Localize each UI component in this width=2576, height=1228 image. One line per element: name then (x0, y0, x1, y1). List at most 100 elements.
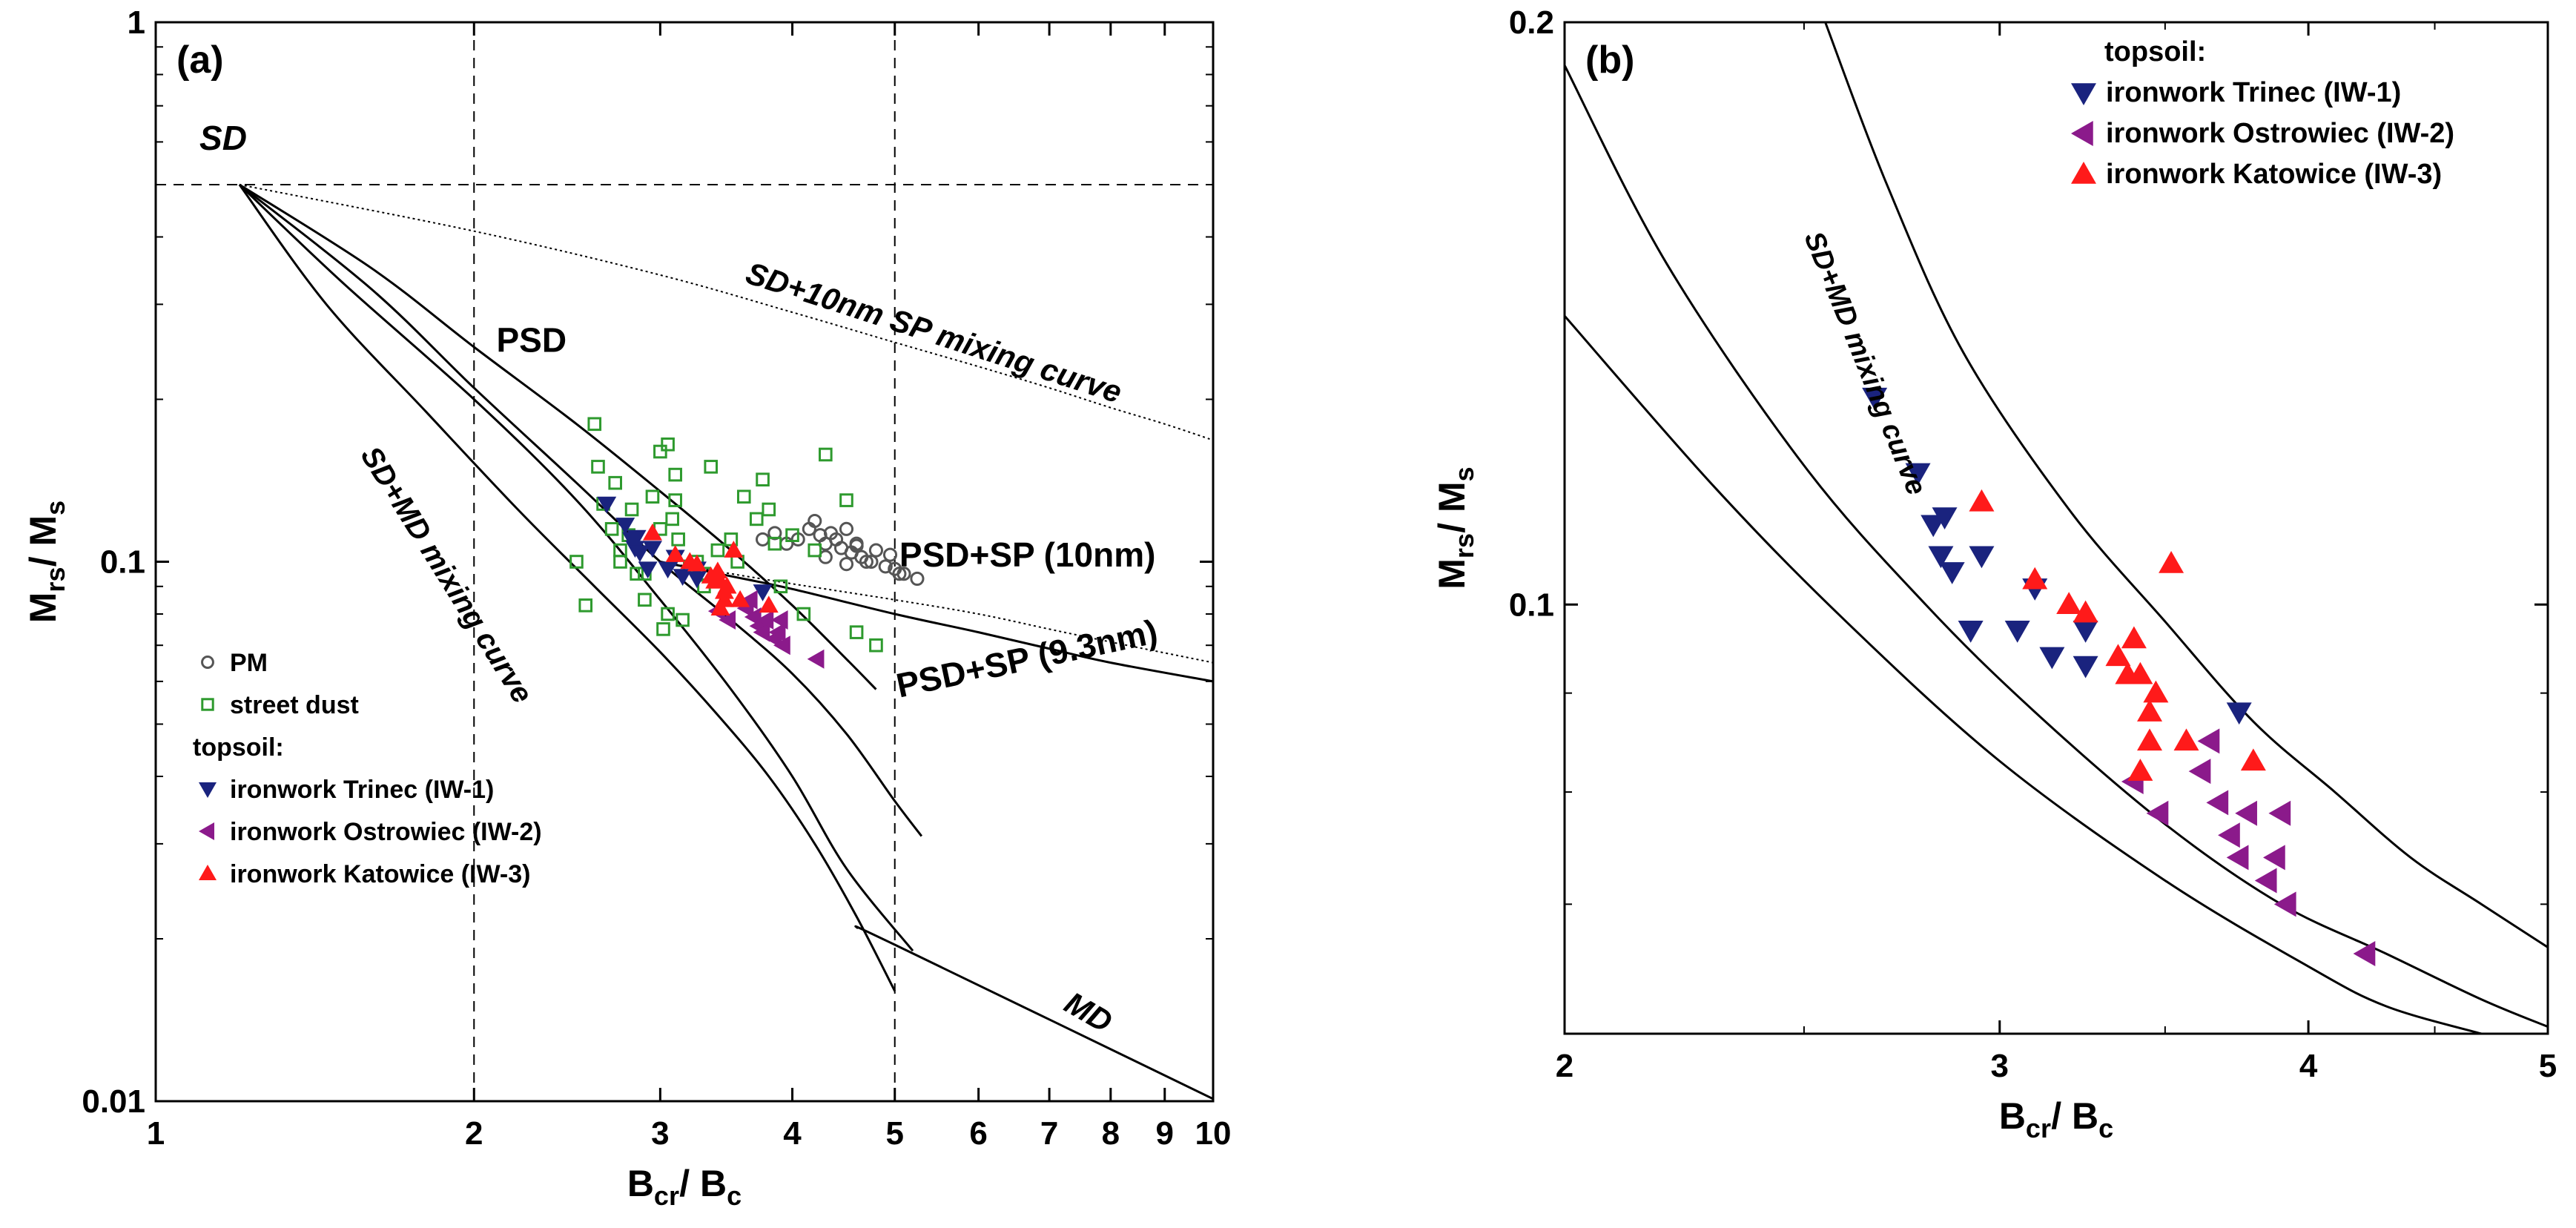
data-point (2254, 868, 2277, 894)
data-point (665, 512, 679, 526)
data-point (910, 571, 925, 586)
data-point (1958, 621, 1984, 643)
curves (238, 183, 1213, 1100)
data-point (773, 636, 790, 656)
data-point (569, 555, 584, 569)
data-point (613, 555, 627, 569)
data-point (645, 489, 660, 504)
data-point (717, 576, 737, 594)
data-point (762, 502, 776, 517)
data-point (615, 518, 635, 535)
x-tick-label: 2 (1556, 1048, 1573, 1084)
data-point (627, 529, 647, 547)
x-tick-label: 9 (1156, 1115, 1174, 1152)
curve-sd-md-mixing-curve (1824, 22, 2548, 948)
data-point (892, 567, 907, 581)
data-point (882, 547, 898, 562)
data-point (785, 528, 799, 542)
data-point (808, 543, 822, 558)
data-point (2137, 699, 2163, 722)
data-point (630, 567, 644, 581)
data-point (756, 472, 770, 487)
data-point (2121, 626, 2147, 649)
series-ironwork-katowice-iw-3 (1969, 489, 2266, 781)
y-tick-label: 0.1 (100, 544, 145, 581)
legend-marker-ironwork-trinec-iw-1 (2071, 83, 2096, 105)
data-point (661, 437, 675, 452)
data-point (849, 538, 864, 553)
panel-a: 1 2 3 4 5 6 7 8 9 10 0.01 0.1 1 Bcr / Bc Mrs / Ms (a)… (22, 4, 1231, 1211)
data-point (707, 561, 727, 579)
legend-marker-ironwork-katowice-iw-3 (199, 865, 217, 880)
curve-sd-md-mixing-curve-lower (238, 184, 896, 992)
legend-label: ironwork Katowice (IW-3) (230, 860, 530, 888)
data-point (673, 569, 693, 587)
legend-marker-ironwork-ostrowiec-iw-2 (2071, 121, 2093, 146)
data-point (2235, 800, 2257, 826)
data-point (1932, 507, 1958, 530)
data-point (587, 417, 602, 432)
data-point (864, 554, 879, 570)
legend-label: ironwork Trinec (IW-1) (2106, 77, 2401, 108)
data-point (630, 545, 650, 563)
data-point (608, 475, 622, 490)
legend-label: ironwork Katowice (IW-3) (2106, 159, 2442, 190)
data-point (1969, 489, 1995, 512)
data-point (753, 584, 773, 601)
data-point (736, 489, 751, 504)
x-tick-label: 3 (1991, 1048, 2009, 1084)
y-tick-label: 1 (128, 4, 145, 41)
curve-psd-sp-10nm (660, 561, 1213, 664)
data-point (687, 571, 707, 589)
data-point (869, 638, 883, 653)
data-point (2073, 656, 2098, 679)
data-point (591, 460, 605, 474)
series-ironwork-ostrowiec-iw-2 (707, 590, 825, 669)
data-point (638, 561, 658, 579)
curve-curve-2 (1565, 65, 2548, 1028)
curve-curve-3 (1565, 315, 2482, 1034)
y-tick-label: 0.1 (1509, 587, 1554, 623)
data-point (668, 467, 682, 482)
data-point (656, 622, 670, 636)
data-point (2105, 644, 2131, 667)
data-point (2073, 600, 2098, 623)
x-tick-label: 7 (1040, 1115, 1058, 1152)
data-point (749, 512, 764, 526)
y-tick-label: 0.01 (82, 1083, 145, 1120)
legend-marker-ironwork-ostrowiec-iw-2 (199, 822, 214, 840)
data-point (2143, 680, 2169, 703)
data-points (569, 417, 925, 669)
legend-marker-ironwork-trinec-iw-1 (199, 782, 217, 798)
data-point (868, 543, 884, 558)
data-point (724, 532, 739, 547)
legend-marker-street-dust (201, 698, 214, 711)
annotation-psd: PSD (496, 320, 567, 359)
data-point (710, 598, 730, 615)
legend-label: PM (230, 649, 268, 677)
x-axis-title: Bcr / Bc (1999, 1095, 2113, 1143)
x-axis-title: Bcr / Bc (627, 1163, 742, 1211)
data-point (2263, 845, 2285, 871)
x-tick-label: 8 (1102, 1115, 1120, 1152)
data-point (808, 513, 822, 529)
data-point (719, 610, 736, 630)
data-point (653, 444, 667, 459)
data-point (878, 559, 893, 574)
curve-sd-10nm-sp-mixing-curve (239, 184, 1213, 441)
data-point (767, 536, 782, 551)
data-point (2240, 748, 2266, 771)
x-tick-label: 4 (783, 1115, 802, 1152)
data-point (839, 521, 854, 536)
data-point (578, 598, 593, 613)
x-tick-label: 5 (2539, 1048, 2557, 1084)
y-tick-label: 0.2 (1509, 4, 1554, 41)
data-point (740, 590, 758, 610)
data-point (2197, 728, 2220, 754)
data-point (642, 523, 662, 541)
legend-marker-ironwork-katowice-iw-3 (2071, 162, 2096, 184)
x-tick-label: 6 (969, 1115, 987, 1152)
data-point (2159, 551, 2184, 573)
x-tick-label: 2 (465, 1115, 483, 1152)
